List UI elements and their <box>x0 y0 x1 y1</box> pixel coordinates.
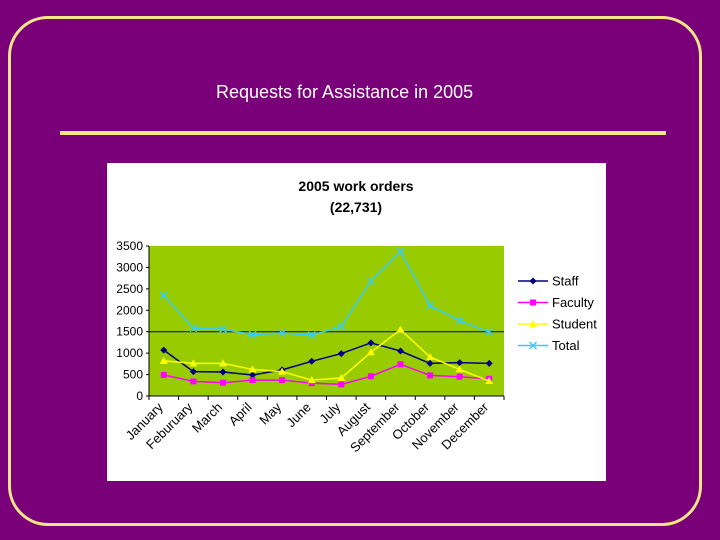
point-student <box>529 320 537 327</box>
y-tick-label: 2500 <box>116 282 143 296</box>
chart-title: 2005 work orders <box>298 178 413 194</box>
legend-label-total: Total <box>552 338 580 353</box>
y-tick-label: 500 <box>123 368 143 382</box>
slide-title: Requests for Assistance in 2005 <box>216 82 474 102</box>
point-staff <box>249 371 257 379</box>
point-total <box>189 324 198 333</box>
point-faculty <box>338 381 345 388</box>
point-faculty <box>367 373 374 380</box>
point-total <box>396 247 405 256</box>
title-rule <box>60 131 666 135</box>
point-staff <box>426 359 434 367</box>
y-tick-label: 0 <box>136 389 143 403</box>
point-student <box>396 325 405 333</box>
y-tick-label: 1000 <box>116 346 143 360</box>
point-student <box>218 359 227 367</box>
slide-frame <box>8 16 702 526</box>
series-line-total <box>163 250 490 336</box>
point-student <box>159 356 168 364</box>
point-student <box>189 359 198 367</box>
series-line-staff <box>163 342 490 376</box>
point-faculty <box>279 377 286 384</box>
point-staff <box>367 339 375 347</box>
point-student <box>307 376 316 384</box>
y-tick-label: 3500 <box>116 239 143 253</box>
point-total <box>248 330 257 339</box>
point-student <box>455 365 464 373</box>
plot-area <box>149 246 504 396</box>
point-student <box>485 377 494 384</box>
y-tick-label: 1500 <box>116 325 143 339</box>
point-staff <box>337 350 345 358</box>
legend-label-student: Student <box>552 317 597 332</box>
point-total <box>528 341 538 350</box>
point-faculty <box>530 299 536 306</box>
point-student <box>366 348 375 356</box>
point-total <box>307 331 316 340</box>
point-staff <box>529 277 537 285</box>
point-total <box>337 322 346 331</box>
series-line-student <box>163 328 490 382</box>
y-tick-label: 3000 <box>116 260 143 274</box>
point-student <box>278 367 287 375</box>
point-student <box>248 365 257 373</box>
point-total <box>426 301 435 310</box>
point-staff <box>308 357 316 365</box>
point-total <box>485 328 494 337</box>
point-faculty <box>160 372 167 378</box>
point-total <box>278 328 287 338</box>
point-staff <box>456 359 464 367</box>
point-staff <box>189 368 197 376</box>
point-student <box>337 374 346 381</box>
chart-subtitle: (22,731) <box>330 199 382 215</box>
point-staff <box>219 368 227 376</box>
point-faculty <box>427 372 434 379</box>
point-faculty <box>397 361 404 368</box>
point-faculty <box>249 377 256 384</box>
point-staff <box>485 359 493 367</box>
point-faculty <box>190 378 197 385</box>
point-staff <box>396 347 404 355</box>
series-line-faculty <box>163 363 490 386</box>
point-total <box>366 277 375 286</box>
legend-label-staff: Staff <box>552 274 579 289</box>
point-total <box>218 325 227 334</box>
point-total <box>159 291 168 300</box>
y-tick-label: 2000 <box>116 303 143 317</box>
point-student <box>426 353 435 360</box>
point-faculty <box>456 373 463 380</box>
point-faculty <box>219 379 226 386</box>
point-total <box>455 316 464 325</box>
point-staff <box>160 346 168 354</box>
legend-label-faculty: Faculty <box>552 295 594 310</box>
